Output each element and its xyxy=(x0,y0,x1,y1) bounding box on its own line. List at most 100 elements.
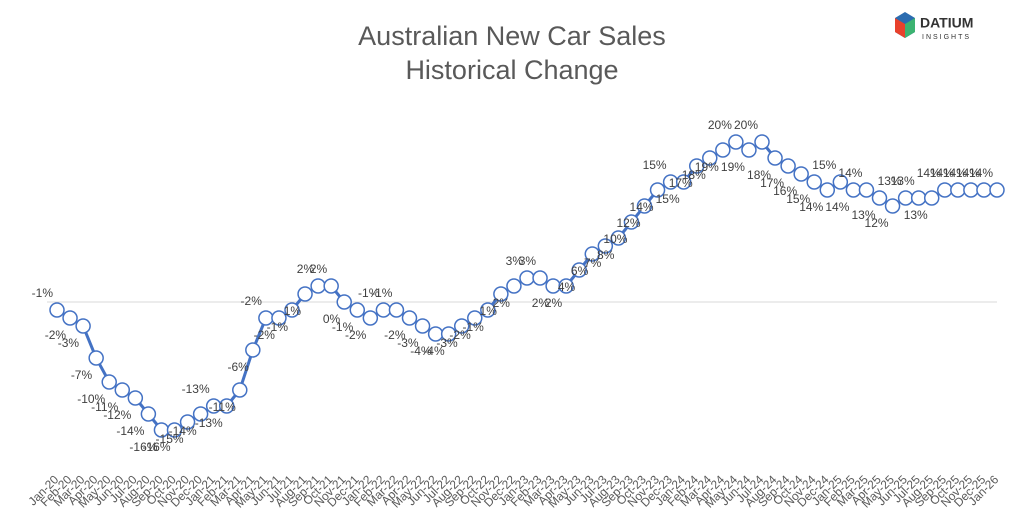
data-label: -11% xyxy=(91,400,118,414)
logo-name: DATIUM xyxy=(920,15,973,31)
point xyxy=(388,302,405,318)
point xyxy=(937,182,953,198)
data-label: -2% xyxy=(449,328,471,342)
data-label: 14% xyxy=(799,200,823,214)
data-label: -15% xyxy=(156,432,184,446)
point xyxy=(310,278,326,294)
point xyxy=(884,198,901,214)
point xyxy=(858,182,875,198)
data-label: -16% xyxy=(142,440,170,454)
point xyxy=(636,198,653,214)
data-label: 10% xyxy=(603,232,627,246)
point xyxy=(623,214,640,230)
point xyxy=(232,382,248,398)
data-label: -2% xyxy=(384,328,406,342)
data-label: 12% xyxy=(616,216,640,230)
data-label: 16% xyxy=(773,184,797,198)
data-label: -1% xyxy=(32,286,54,300)
data-label: -3% xyxy=(436,336,458,350)
data-label: 2% xyxy=(532,296,550,310)
point xyxy=(688,158,705,174)
point xyxy=(140,406,157,422)
point xyxy=(493,286,509,302)
point xyxy=(127,390,144,406)
point xyxy=(401,310,418,326)
point xyxy=(989,182,1005,198)
point xyxy=(297,286,313,302)
data-label: -1% xyxy=(267,320,289,334)
point xyxy=(284,302,300,318)
data-label: -16% xyxy=(129,440,157,454)
data-label: -3% xyxy=(58,336,80,350)
data-label: 2% xyxy=(545,296,563,310)
data-label: 15% xyxy=(656,192,680,206)
point xyxy=(218,398,235,414)
data-label: 20% xyxy=(734,118,758,132)
point xyxy=(871,190,888,206)
data-label: -10% xyxy=(77,392,105,406)
data-label: 20% xyxy=(708,118,732,132)
data-label: 13% xyxy=(904,208,928,222)
point xyxy=(923,190,940,206)
point xyxy=(806,174,822,190)
point xyxy=(440,326,457,342)
point xyxy=(793,166,809,182)
data-label: 14% xyxy=(825,200,849,214)
data-label: 2% xyxy=(297,262,315,276)
data-label: 18% xyxy=(682,168,706,182)
point xyxy=(649,182,666,198)
point xyxy=(519,270,535,286)
point xyxy=(728,134,744,150)
point xyxy=(62,310,78,326)
data-label: -12% xyxy=(103,408,131,422)
data-label: -2% xyxy=(345,328,367,342)
data-label: -1% xyxy=(371,286,393,300)
data-label: -1% xyxy=(332,320,354,334)
data-label: 2% xyxy=(493,296,511,310)
point xyxy=(976,182,992,198)
point xyxy=(245,342,261,358)
data-label: -1% xyxy=(462,320,484,334)
point xyxy=(75,318,91,334)
logo-icon-facet xyxy=(905,18,915,38)
point xyxy=(453,318,470,334)
chart-subtitle: Historical Change xyxy=(405,55,618,85)
data-label: 14% xyxy=(956,166,980,180)
point xyxy=(767,150,783,166)
data-label: -13% xyxy=(182,382,210,396)
point xyxy=(336,294,352,310)
chart-title: Australian New Car Sales xyxy=(358,21,666,51)
data-label: 0% xyxy=(323,312,341,326)
data-label: -11% xyxy=(209,400,236,414)
point xyxy=(414,318,431,334)
point xyxy=(506,278,522,294)
data-label: -2% xyxy=(254,328,276,342)
data-label: 12% xyxy=(865,216,889,230)
data-label: 17% xyxy=(760,176,784,190)
data-label: 1% xyxy=(284,304,302,318)
data-label: 14% xyxy=(943,166,967,180)
point xyxy=(845,182,862,198)
data-label: -13% xyxy=(195,416,223,430)
data-label: 3% xyxy=(506,254,524,268)
data-label: 15% xyxy=(643,158,667,172)
point xyxy=(114,382,131,398)
data-label: -6% xyxy=(227,360,249,374)
point xyxy=(584,246,601,262)
point xyxy=(532,270,548,286)
data-label: 6% xyxy=(571,264,589,278)
data-label: 14% xyxy=(630,200,654,214)
data-label: 14% xyxy=(917,166,941,180)
logo-tagline: INSIGHTS xyxy=(922,34,971,41)
point xyxy=(832,174,849,190)
data-label: 14% xyxy=(930,166,954,180)
point xyxy=(754,134,770,150)
data-label: 13% xyxy=(878,174,902,188)
point xyxy=(480,302,496,318)
data-label: -4% xyxy=(423,344,445,358)
data-label: 4% xyxy=(558,280,576,294)
point xyxy=(741,142,757,158)
point xyxy=(362,310,379,326)
point xyxy=(910,190,927,206)
